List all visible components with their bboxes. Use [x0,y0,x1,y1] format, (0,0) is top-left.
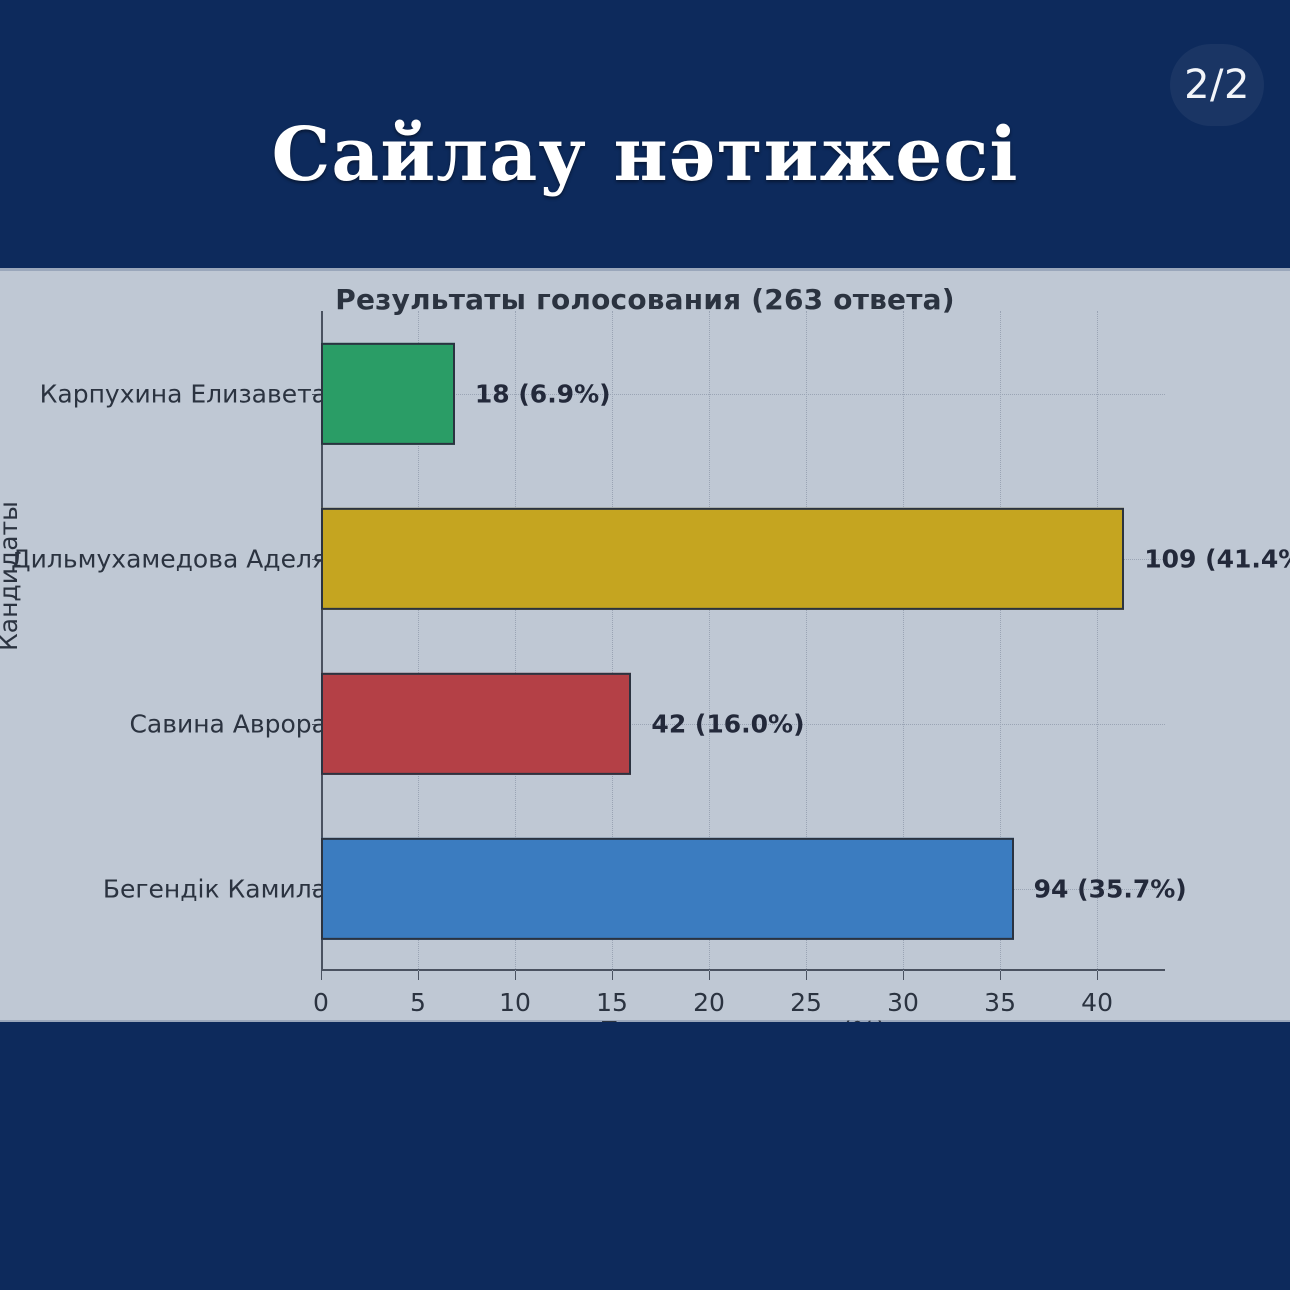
y-tick-mark [312,393,321,395]
y-tick-mark [312,558,321,560]
gridline-vertical [612,311,614,971]
x-tick-mark [806,971,808,980]
x-tick-label: 5 [410,988,426,1017]
x-tick-mark [709,971,711,980]
bar-value-label: 109 (41.4%) [1144,544,1290,573]
x-tick-label: 30 [887,988,919,1017]
x-tick-mark [515,971,517,980]
bar [321,837,1014,940]
gridline-horizontal [321,393,1165,395]
bar-value-label: 94 (35.7%) [1033,874,1187,903]
chart-panel: Результаты голосования (263 ответа) Канд… [0,268,1290,1047]
bar [321,507,1125,610]
y-category-label: Карпухина Елизавета [39,379,327,408]
bar-value-label: 42 (16.0%) [651,709,805,738]
gridline-vertical [1097,311,1099,971]
x-tick-mark [321,971,322,980]
y-category-label: Савина Аврора [129,709,327,738]
gridline-vertical [515,311,517,971]
x-tick-label: 35 [984,988,1016,1017]
gridline-vertical [709,311,711,971]
x-tick-mark [612,971,614,980]
y-tick-mark [312,723,321,725]
x-tick-label: 10 [499,988,531,1017]
y-category-label: Дильмухамедова Аделя [11,544,327,573]
y-tick-mark [312,888,321,890]
x-axis-spine [321,969,1165,971]
page-indicator-badge: 2/2 [1170,44,1264,126]
y-category-label: Бегендік Камила [102,874,327,903]
x-tick-mark [1000,971,1002,980]
plot-area: 0 5 10 15 20 25 30 35 40 Карпухина Елизавета Диль… [11,311,1290,1017]
gridline-vertical [806,311,808,971]
x-tick-mark [903,971,905,980]
x-tick-label: 0 [313,988,329,1017]
x-tick-mark [418,971,419,980]
y-axis-spine [321,311,323,971]
x-tick-label: 25 [790,988,822,1017]
chart-title: Результаты голосования (263 ответа) [335,283,955,316]
page-title: Сайлау нәтижесі [271,112,1019,198]
x-tick-label: 20 [693,988,725,1017]
slide-header: Сайлау нәтижесі [0,0,1290,268]
gridline-horizontal [321,723,1165,725]
bar-value-label: 18 (6.9%) [474,379,611,408]
y-axis-label: Кандидаты [0,501,23,651]
slide-footer [0,1022,1290,1290]
x-tick-mark [1097,971,1099,980]
gridline-vertical [418,311,419,971]
bar [321,672,632,775]
page-indicator-label: 2/2 [1184,62,1250,108]
gridline-vertical [1000,311,1002,971]
bar [321,342,455,445]
x-tick-label: 15 [596,988,628,1017]
x-tick-label: 40 [1081,988,1113,1017]
gridline-vertical [903,311,905,971]
